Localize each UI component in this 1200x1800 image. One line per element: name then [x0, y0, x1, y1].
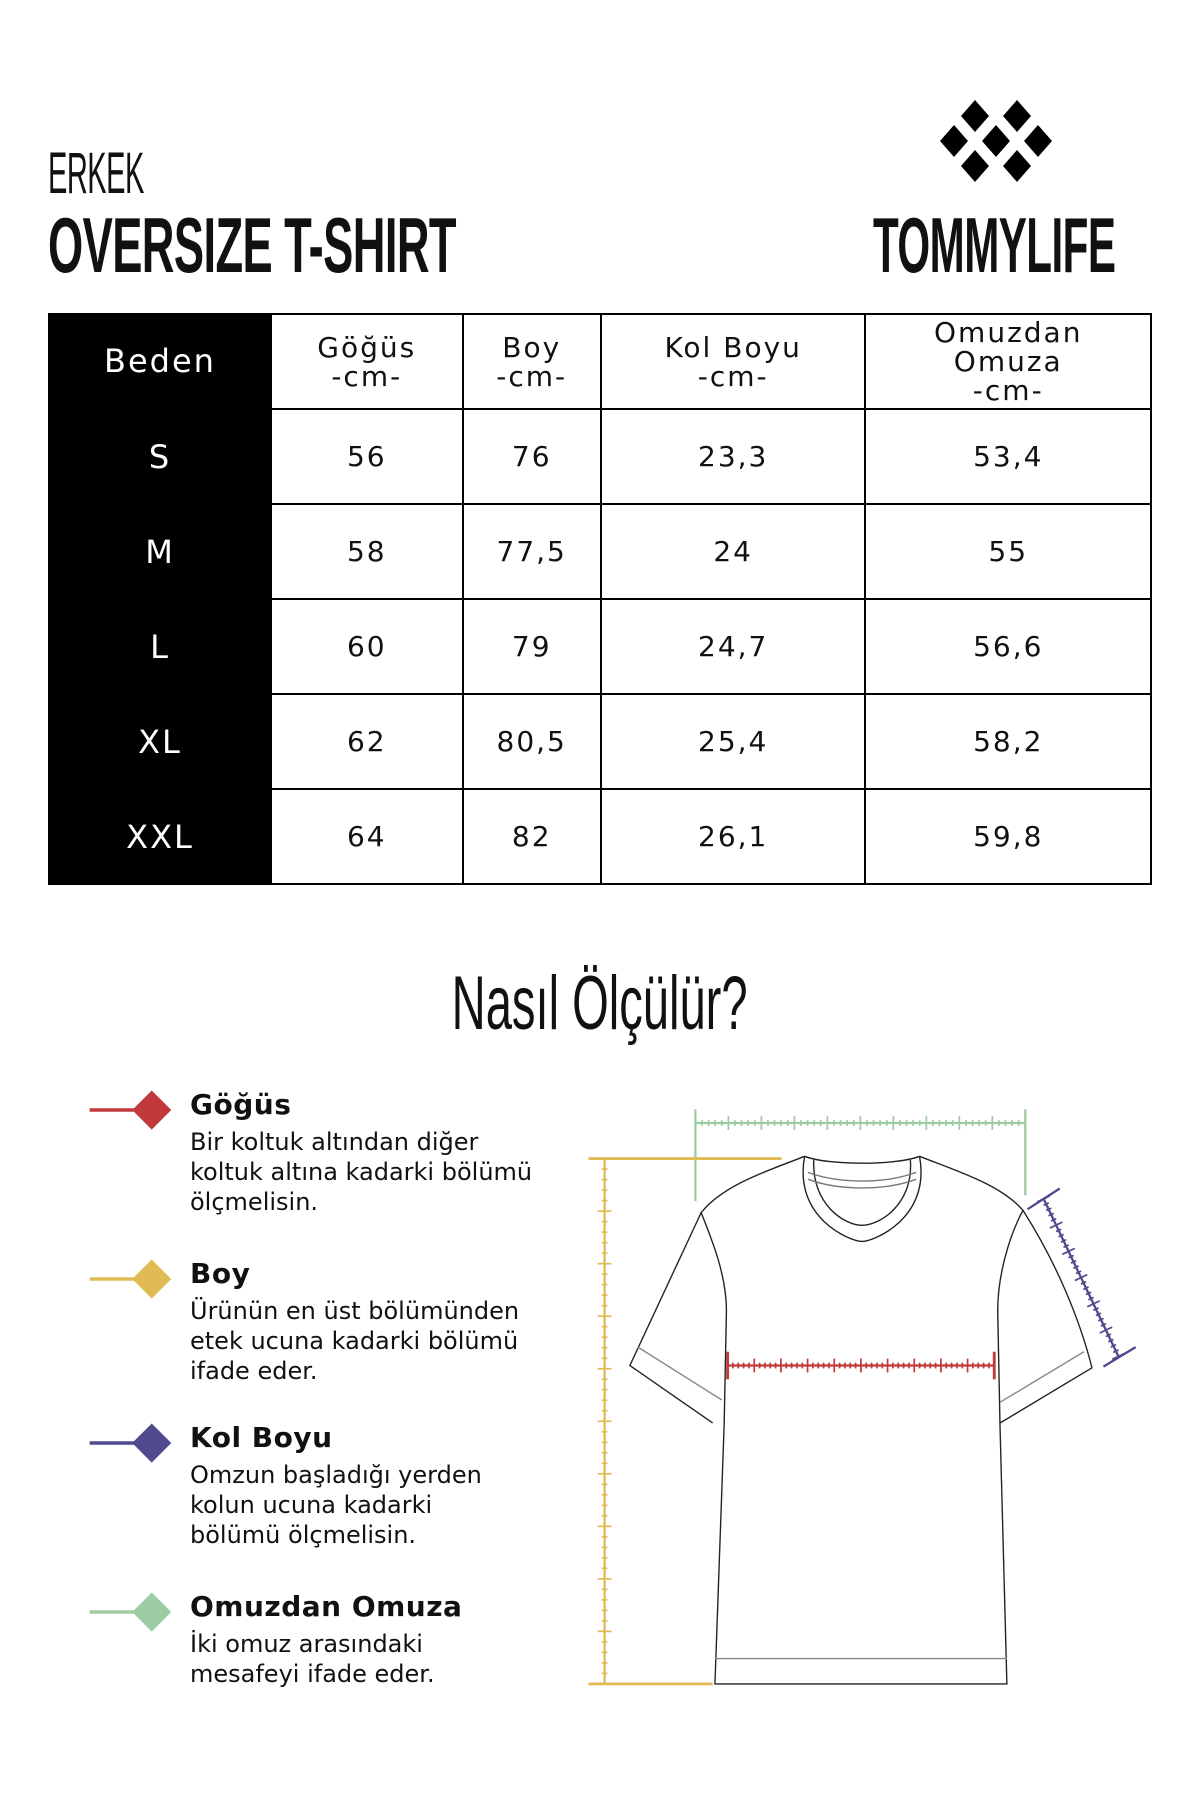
header-line: -cm-: [972, 374, 1044, 407]
legend-description: İki omuz arasındaki mesafeyi ifade eder.: [190, 1629, 560, 1689]
table-row: XXL 64 82 26,1 59,8: [48, 788, 1152, 885]
legend-marker-icon: [89, 1423, 172, 1463]
legend-description: Bir koltuk altından diğer koltuk altına k…: [190, 1127, 560, 1217]
value-cell: 23,3: [599, 408, 867, 505]
legend-title: Kol Boyu: [190, 1421, 333, 1454]
legend-item: Göğüs Bir koltuk altından diğer koltuk alt…: [190, 1088, 560, 1217]
table-row: L 60 79 24,7 56,6: [48, 598, 1152, 695]
how-to-measure-title: Nasıl Ölçülür?: [452, 961, 748, 1046]
size-cell: XXL: [48, 788, 272, 885]
value-cell: 56,6: [864, 598, 1152, 695]
legend-description: Ürünün en üst bölümünden etek ucuna kadar…: [190, 1296, 560, 1386]
description-line: etek ucuna kadarki bölümü: [190, 1327, 519, 1355]
legend-title: Boy: [190, 1257, 251, 1290]
size-chart-table: Beden Göğüs -cm- Boy -cm- Kol Boyu -cm- Omuzdan…: [48, 313, 1152, 885]
legend-description: Omzun başladığı yerden kolun ucuna kadark…: [190, 1460, 560, 1550]
length-ruler: [597, 1157, 612, 1685]
size-cell: XL: [48, 693, 272, 790]
page-title: OVERSIZE T-SHIRT: [48, 201, 457, 289]
column-header: Omuzdan Omuza -cm-: [864, 313, 1152, 410]
value-cell: 82: [461, 788, 602, 885]
value-cell: 76: [461, 408, 602, 505]
description-line: Bir koltuk altından diğer: [190, 1128, 479, 1156]
legend-marker-icon: [89, 1090, 172, 1130]
header-line: Göğüs: [317, 330, 417, 364]
description-line: Omzun başladığı yerden: [190, 1461, 482, 1489]
value-cell: 59,8: [864, 788, 1152, 885]
header-line: Boy: [502, 330, 562, 364]
description-line: İki omuz arasındaki: [190, 1630, 423, 1658]
value-cell: 60: [270, 598, 464, 695]
brand-name: TOMMYLIFE: [873, 201, 1116, 289]
chest-ruler: [726, 1358, 996, 1373]
value-cell: 80,5: [461, 693, 602, 790]
value-cell: 77,5: [461, 503, 602, 600]
brand-logo-icon: [940, 100, 1052, 182]
legend-item: Boy Ürünün en üst bölümünden etek ucuna ka…: [190, 1257, 560, 1386]
value-cell: 58,2: [864, 693, 1152, 790]
size-cell: S: [48, 408, 272, 505]
description-line: ölçmelisin.: [190, 1188, 319, 1216]
category-label: ERKEK: [48, 141, 144, 206]
header-line: Kol Boyu: [664, 330, 802, 364]
value-cell: 24,7: [599, 598, 867, 695]
tshirt-outline: [629, 1155, 1093, 1685]
description-line: Ürünün en üst bölümünden: [190, 1297, 520, 1325]
size-cell: L: [48, 598, 272, 695]
value-cell: 79: [461, 598, 602, 695]
header-line: -cm-: [496, 359, 568, 393]
legend-marker-icon: [89, 1592, 172, 1632]
table-row: XL 62 80,5 25,4 58,2: [48, 693, 1152, 790]
value-cell: 64: [270, 788, 464, 885]
header-line: -cm-: [697, 359, 769, 393]
value-cell: 55: [864, 503, 1152, 600]
value-cell: 26,1: [599, 788, 867, 885]
column-header: Boy -cm-: [461, 313, 602, 410]
description-line: ifade eder.: [190, 1357, 318, 1385]
header-line: Omuzdan: [934, 316, 1083, 349]
description-line: koltuk altına kadarki bölümü: [190, 1158, 533, 1186]
value-cell: 56: [270, 408, 464, 505]
legend-title: Omuzdan Omuza: [190, 1590, 463, 1623]
value-cell: 62: [270, 693, 464, 790]
legend-item: Kol Boyu Omzun başladığı yerden kolun ucun…: [190, 1421, 560, 1550]
sleeve-ruler: [1037, 1195, 1125, 1361]
description-line: kolun ucuna kadarki: [190, 1491, 433, 1519]
column-header: Beden: [48, 313, 272, 410]
size-cell: M: [48, 503, 272, 600]
value-cell: 25,4: [599, 693, 867, 790]
header-line: Omuza: [953, 345, 1063, 378]
table-row: M 58 77,5 24 55: [48, 503, 1152, 600]
legend-title: Göğüs: [190, 1088, 292, 1121]
description-line: mesafeyi ifade eder.: [190, 1660, 435, 1688]
column-header: Kol Boyu -cm-: [599, 313, 867, 410]
shoulder-ruler: [694, 1116, 1027, 1130]
value-cell: 53,4: [864, 408, 1152, 505]
value-cell: 24: [599, 503, 867, 600]
header-line: -cm-: [331, 359, 403, 393]
column-header: Göğüs -cm-: [270, 313, 464, 410]
value-cell: 58: [270, 503, 464, 600]
description-line: bölümü ölçmelisin.: [190, 1521, 417, 1549]
header-line: Beden: [104, 342, 216, 380]
table-row: S 56 76 23,3 53,4: [48, 408, 1152, 505]
legend-marker-icon: [89, 1259, 172, 1299]
legend-item: Omuzdan Omuza İki omuz arasındaki mesafeyi…: [190, 1590, 560, 1689]
